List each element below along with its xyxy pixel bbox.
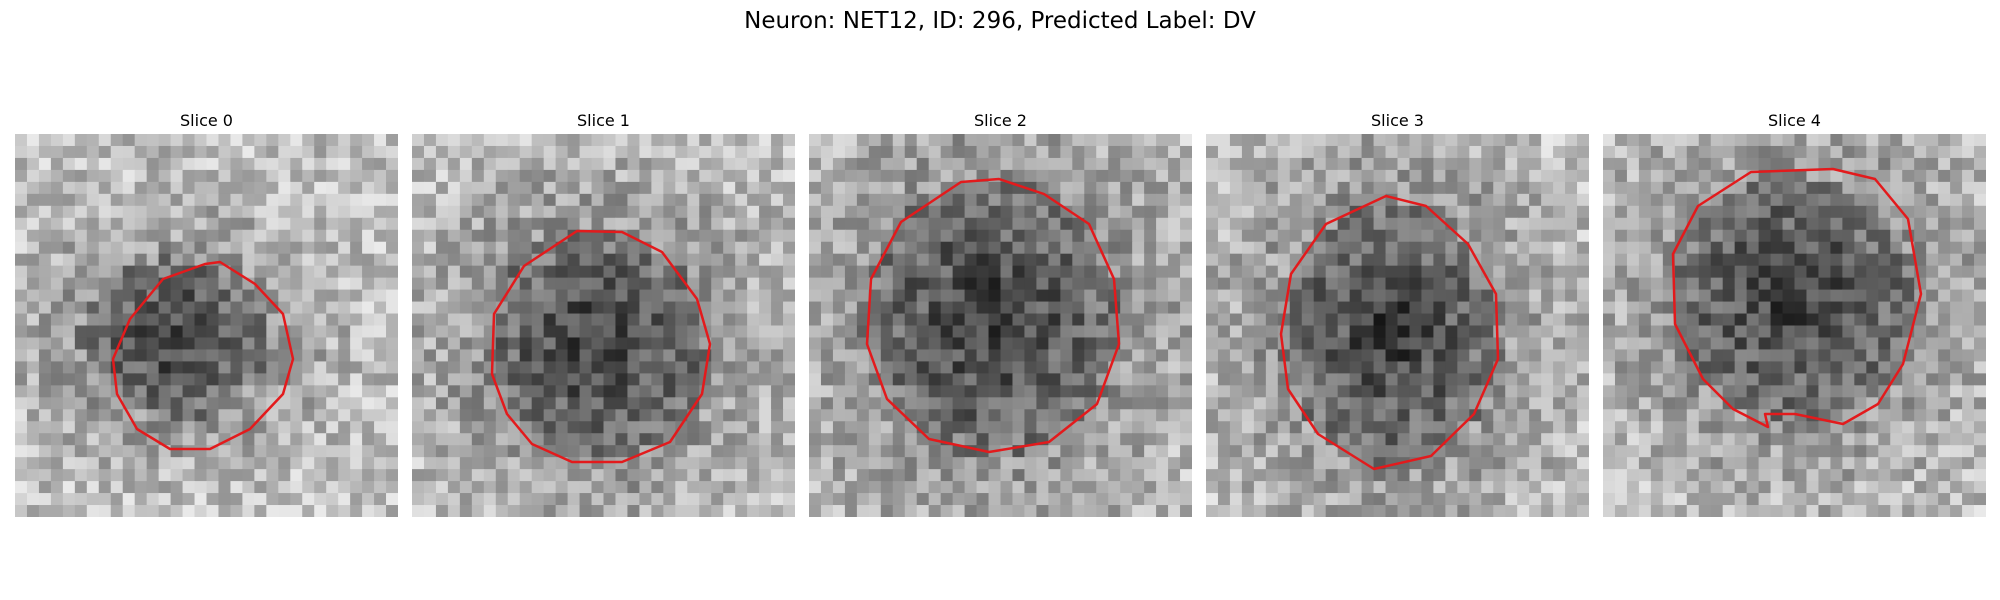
slice-panel-3: Slice 3: [1206, 108, 1589, 517]
slice-panel-2: Slice 2: [809, 108, 1192, 517]
slice-image-0: [15, 134, 398, 517]
slice-title-0: Slice 0: [180, 111, 233, 130]
slice-image-2: [809, 134, 1192, 517]
slice-image-1: [412, 134, 795, 517]
slice-image-4: [1603, 134, 1986, 517]
neuron-contour-0: [111, 260, 295, 451]
slice-panel-4: Slice 4: [1603, 108, 1986, 517]
slice-panel-0: Slice 0: [15, 108, 398, 517]
slice-image-3: [1206, 134, 1589, 517]
figure-title: Neuron: NET12, ID: 296, Predicted Label:…: [744, 8, 1256, 34]
slice-title-1: Slice 1: [577, 111, 630, 130]
slice-title-3: Slice 3: [1371, 111, 1424, 130]
neuron-contour-2: [865, 177, 1121, 454]
slice-title-2: Slice 2: [974, 111, 1027, 130]
slice-title-4: Slice 4: [1768, 111, 1821, 130]
neuron-contour-1: [490, 229, 712, 464]
slice-panel-1: Slice 1: [412, 108, 795, 517]
neuron-contour-3: [1279, 194, 1500, 471]
neuron-contour-4: [1671, 167, 1923, 429]
